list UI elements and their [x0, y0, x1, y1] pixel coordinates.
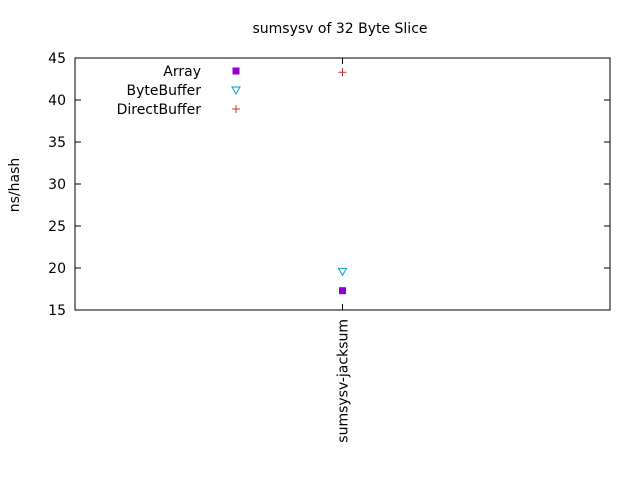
legend-marker: [232, 67, 240, 75]
y-tick-label: 25: [48, 219, 66, 235]
x-tick-label: sumsysv-jacksum: [336, 319, 352, 443]
chart-title: sumsysv of 32 Byte Slice: [252, 21, 427, 37]
legend-marker: [232, 105, 240, 113]
y-tick-label: 20: [48, 261, 66, 277]
y-tick-label: 35: [48, 135, 66, 151]
legend-marker: [231, 86, 241, 96]
data-point: [339, 287, 346, 295]
data-point: [337, 267, 348, 277]
y-tick-label: 15: [48, 303, 66, 319]
x-axis-ticks: sumsysv-jacksum: [336, 58, 352, 443]
y-tick-label: 30: [48, 177, 66, 193]
legend-label: Array: [163, 64, 201, 80]
y-axis-title: ns/hash: [7, 158, 23, 213]
data-points: [337, 68, 348, 295]
legend-label: ByteBuffer: [127, 83, 202, 99]
y-axis-ticks: 15 20 25 30 35 40 45: [48, 51, 610, 319]
data-point: [338, 68, 347, 77]
legend: Array ByteBuffer DirectBuffer: [117, 64, 241, 118]
y-tick-label: 45: [48, 51, 66, 67]
y-axis-title-group: ns/hash: [7, 158, 23, 213]
legend-label: DirectBuffer: [117, 102, 202, 118]
y-tick-label: 40: [48, 93, 66, 109]
